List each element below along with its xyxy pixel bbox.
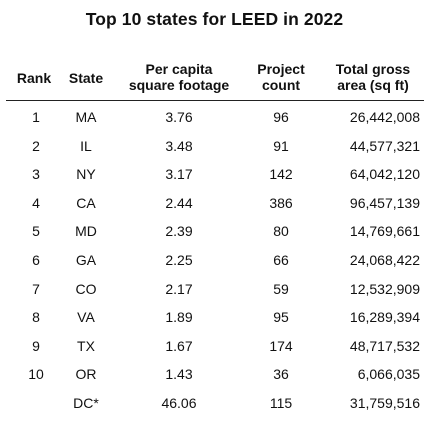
table-row: 10 OR 1.43 36 6,066,035: [0, 360, 429, 389]
table-row: 5 MD 2.39 80 14,769,661: [0, 217, 429, 246]
table-title: Top 10 states for LEED in 2022: [85, 9, 344, 29]
cell-gross-area: 48,717,532: [349, 337, 420, 354]
column-header-line-2: area (sq ft): [337, 77, 409, 93]
cell-project-count: 66: [273, 251, 289, 268]
cell-gross-area: 31,759,516: [349, 394, 420, 411]
cell-state: CA: [76, 194, 96, 211]
cell-gross-area: 6,066,035: [357, 366, 420, 383]
column-header-gross-area: Total gross area (sq ft): [322, 61, 424, 93]
cell-gross-area: 14,769,661: [349, 223, 420, 240]
cell-per-capita: 1.67: [165, 337, 193, 354]
column-header-line: Rank: [16, 70, 52, 86]
cell-per-capita: 2.25: [165, 251, 193, 268]
table-row: 7 CO 2.17 59 12,532,909: [0, 275, 429, 304]
column-header-rank: Rank: [8, 70, 60, 86]
cell-project-count: 386: [269, 194, 293, 211]
cell-per-capita: 46.06: [161, 394, 197, 411]
table-row: DC* 46.06 115 31,759,516: [0, 389, 429, 418]
header-divider: [6, 100, 424, 101]
cell-state: OR: [75, 366, 97, 383]
cell-project-count: 95: [273, 309, 289, 326]
cell-rank: 5: [32, 223, 40, 240]
cell-rank: 9: [32, 337, 40, 354]
cell-rank: 8: [32, 309, 40, 326]
cell-state: CO: [75, 280, 97, 297]
cell-per-capita: 1.43: [165, 366, 193, 383]
cell-rank: 3: [32, 166, 40, 183]
cell-state: VA: [77, 309, 95, 326]
column-header-project-count: Project count: [248, 61, 314, 93]
cell-per-capita: 1.89: [165, 309, 193, 326]
cell-project-count: 59: [273, 280, 289, 297]
cell-gross-area: 64,042,120: [349, 166, 420, 183]
cell-project-count: 96: [273, 109, 289, 125]
cell-rank: 1: [32, 109, 40, 125]
column-header-state: State: [60, 70, 112, 86]
cell-per-capita: 2.39: [165, 223, 193, 240]
cell-gross-area: 44,577,321: [349, 137, 420, 154]
cell-project-count: 142: [269, 166, 293, 183]
cell-state: MD: [75, 223, 97, 240]
cell-project-count: 115: [269, 394, 293, 411]
table-row: 1 MA 3.76 96 26,442,008: [0, 103, 429, 132]
cell-state: MA: [75, 109, 97, 125]
column-header-line-2: square footage: [128, 77, 230, 93]
cell-state: IL: [80, 137, 92, 154]
table-row: 4 CA 2.44 386 96,457,139: [0, 189, 429, 218]
column-header-line: Total gross: [335, 61, 411, 77]
cell-per-capita: 3.48: [165, 137, 193, 154]
column-header-per-capita: Per capita square footage: [118, 61, 240, 93]
cell-rank: 6: [32, 251, 40, 268]
table-row: 3 NY 3.17 142 64,042,120: [0, 160, 429, 189]
table-row: 9 TX 1.67 174 48,717,532: [0, 332, 429, 361]
cell-project-count: 91: [273, 137, 289, 154]
cell-gross-area: 12,532,909: [349, 280, 420, 297]
cell-state: TX: [77, 337, 95, 354]
column-header-line: Per capita: [145, 61, 213, 77]
cell-rank: 2: [32, 137, 40, 154]
cell-per-capita: 2.17: [165, 280, 193, 297]
table-body: 1 MA 3.76 96 26,442,008 2 IL 3.48 91 44,577,321 3 N…: [0, 103, 429, 418]
cell-project-count: 80: [273, 223, 289, 240]
cell-gross-area: 16,289,394: [349, 309, 420, 326]
column-header-line: Project: [257, 61, 305, 77]
table-row: 6 GA 2.25 66 24,068,422: [0, 246, 429, 275]
table-row: 8 VA 1.89 95 16,289,394: [0, 303, 429, 332]
cell-gross-area: 96,457,139: [349, 194, 420, 211]
cell-state: DC*: [73, 394, 99, 411]
cell-gross-area: 24,068,422: [349, 251, 420, 268]
cell-gross-area: 26,442,008: [349, 109, 420, 125]
cell-state: NY: [76, 166, 96, 183]
cell-per-capita: 2.44: [165, 194, 193, 211]
cell-project-count: 174: [269, 337, 293, 354]
cell-rank: 7: [32, 280, 40, 297]
cell-rank: 10: [28, 366, 44, 383]
cell-per-capita: 3.76: [165, 109, 193, 125]
cell-rank: 4: [32, 194, 40, 211]
table-row: 2 IL 3.48 91 44,577,321: [0, 132, 429, 161]
cell-state: GA: [75, 251, 97, 268]
column-header-line-2: count: [261, 77, 301, 93]
cell-project-count: 36: [273, 366, 289, 383]
cell-per-capita: 3.17: [165, 166, 193, 183]
column-header-line: State: [68, 70, 104, 86]
